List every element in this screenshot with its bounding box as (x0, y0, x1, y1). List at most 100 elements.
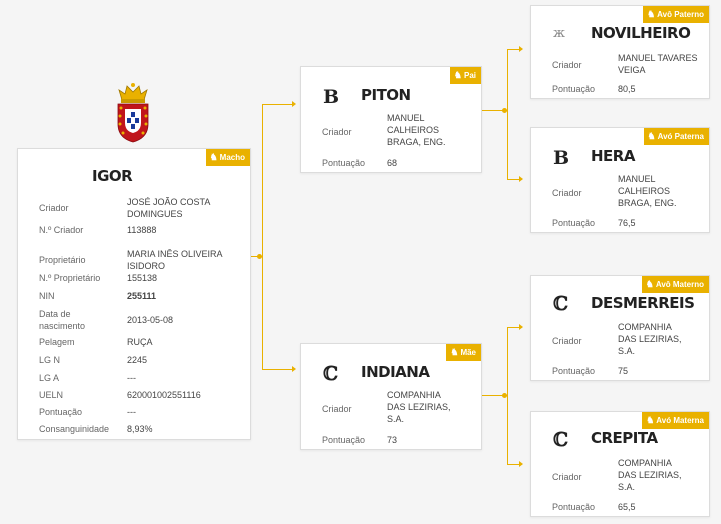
horse-name[interactable]: NOVILHEIRO (591, 24, 691, 42)
field-label: Data de nascimento (39, 309, 86, 331)
field-label: Pontuação (552, 84, 596, 94)
connector-line (507, 49, 522, 50)
field-label: Criador (552, 336, 582, 346)
relation-badge: ♞ Avó Paterna (643, 128, 709, 145)
field-label: Pontuação (322, 158, 366, 168)
coat-of-arms-icon (113, 82, 153, 144)
father-card[interactable]: ♞ Pai B PITON Criador MANUEL CALHEIROS BRA… (300, 66, 482, 173)
field-label: Criador (39, 203, 69, 213)
field-value: 620001002551116 (127, 390, 201, 400)
connector-line (507, 464, 522, 465)
field-label: Criador (322, 127, 352, 137)
field-label: Criador (552, 60, 582, 70)
field-label: Criador (552, 188, 582, 198)
connector-line (507, 179, 522, 180)
horse-icon: ♞ (209, 152, 218, 162)
field-value: 75 (618, 366, 629, 376)
field-label: NIN (39, 291, 55, 301)
relation-badge: ♞ Avô Materno (641, 276, 709, 293)
paternal-grandfather-card[interactable]: ♞ Avô Paterno ж NOVILHEIRO Criador MANUEL … (530, 5, 710, 99)
brand-mark-icon: ℂ (553, 429, 569, 451)
horse-name[interactable]: DESMERREIS (591, 294, 695, 312)
connector-arrow (292, 101, 296, 107)
field-label: N.º Criador (39, 225, 84, 235)
field-label: Criador (552, 472, 582, 482)
connector-arrow (519, 324, 523, 330)
main-horse-card[interactable]: ♞ Macho IGOR Criador JOSÉ JOÃO COSTA DOMIN… (17, 148, 251, 440)
field-value: MANUEL TAVARES VEIGA (618, 53, 698, 75)
connector-line (481, 110, 507, 111)
connector-line (262, 369, 292, 370)
badge-label: Macho (219, 153, 245, 162)
field-label: Pontuação (552, 502, 596, 512)
connector-dot (502, 393, 507, 398)
connector-arrow (519, 46, 523, 52)
horse-name[interactable]: INDIANA (361, 363, 430, 381)
maternal-grandmother-card[interactable]: ♞ Avó Materna ℂ CREPITA Criador COMPANHIA … (530, 411, 710, 517)
field-value: MANUEL CALHEIROS BRAGA, ENG. (387, 113, 446, 147)
brand-mark-icon: ж (553, 26, 565, 41)
field-value: 8,93% (127, 424, 153, 434)
field-value: --- (127, 373, 136, 383)
field-label: UELN (39, 390, 64, 400)
sex-badge: ♞ Macho (205, 149, 250, 166)
field-value: COMPANHIA DAS LEZIRIAS, S.A. (618, 322, 682, 356)
field-label: LG N (39, 355, 61, 365)
field-label: Consanguinidade (39, 424, 110, 434)
brand-mark-icon: ℂ (323, 363, 339, 385)
field-value: --- (127, 407, 136, 417)
field-value: MANUEL CALHEIROS BRAGA, ENG. (618, 174, 677, 208)
connector-arrow (519, 176, 523, 182)
field-label: Proprietário (39, 255, 86, 265)
paternal-grandmother-card[interactable]: ♞ Avó Paterna B HERA Criador MANUEL CALHEI… (530, 127, 710, 233)
badge-label: Avô Paterno (657, 10, 704, 19)
field-value: 2013-05-08 (127, 315, 174, 325)
field-label: N.º Proprietário (39, 273, 101, 283)
connector-arrow (292, 366, 296, 372)
field-value: 65,5 (618, 502, 636, 512)
horse-icon: ♞ (646, 415, 655, 425)
field-value: JOSÉ JOÃO COSTA DOMINGUES (127, 197, 210, 219)
horse-name[interactable]: IGOR (92, 167, 133, 185)
field-value: MARIA INÊS OLIVEIRA ISIDORO (127, 249, 223, 271)
relation-badge: ♞ Pai (449, 67, 481, 84)
field-value: COMPANHIA DAS LEZIRIAS, S.A. (387, 390, 451, 424)
connector-line (262, 104, 263, 370)
field-value: 255111 (127, 291, 157, 301)
badge-label: Mãe (460, 348, 476, 357)
connector-line (507, 49, 508, 179)
field-value: 113888 (127, 225, 157, 235)
mother-card[interactable]: ♞ Mãe ℂ INDIANA Criador COMPANHIA DAS LEZI… (300, 343, 482, 450)
badge-label: Avó Paterna (657, 132, 704, 141)
brand-mark-icon: B (553, 147, 570, 169)
connector-dot (257, 254, 262, 259)
relation-badge: ♞ Mãe (446, 344, 481, 361)
field-value: 155138 (127, 273, 158, 283)
horse-icon: ♞ (453, 70, 462, 80)
horse-icon: ♞ (645, 279, 654, 289)
relation-badge: ♞ Avô Paterno (643, 6, 709, 23)
field-label: Pontuação (552, 366, 596, 376)
field-label: Pontuação (39, 407, 83, 417)
badge-label: Avó Materna (656, 416, 704, 425)
badge-label: Avô Materno (655, 280, 704, 289)
field-label: Pelagem (39, 337, 75, 347)
horse-icon: ♞ (647, 131, 656, 141)
field-value: 2245 (127, 355, 148, 365)
field-label: LG A (39, 373, 60, 383)
connector-line (250, 256, 262, 257)
brand-mark-icon: ℂ (553, 293, 569, 315)
horse-name[interactable]: HERA (591, 147, 635, 165)
maternal-grandfather-card[interactable]: ♞ Avô Materno ℂ DESMERREIS Criador COMPANH… (530, 275, 710, 381)
field-label: Criador (322, 404, 352, 414)
field-value: 68 (387, 158, 398, 168)
horse-icon: ♞ (647, 9, 656, 19)
connector-line (481, 395, 507, 396)
connector-dot (502, 108, 507, 113)
field-value: 80,5 (618, 84, 636, 94)
horse-name[interactable]: CREPITA (591, 429, 658, 447)
field-label: Pontuação (552, 218, 596, 228)
relation-badge: ♞ Avó Materna (642, 412, 709, 429)
horse-name[interactable]: PITON (361, 86, 411, 104)
brand-mark-icon: B (323, 86, 340, 108)
